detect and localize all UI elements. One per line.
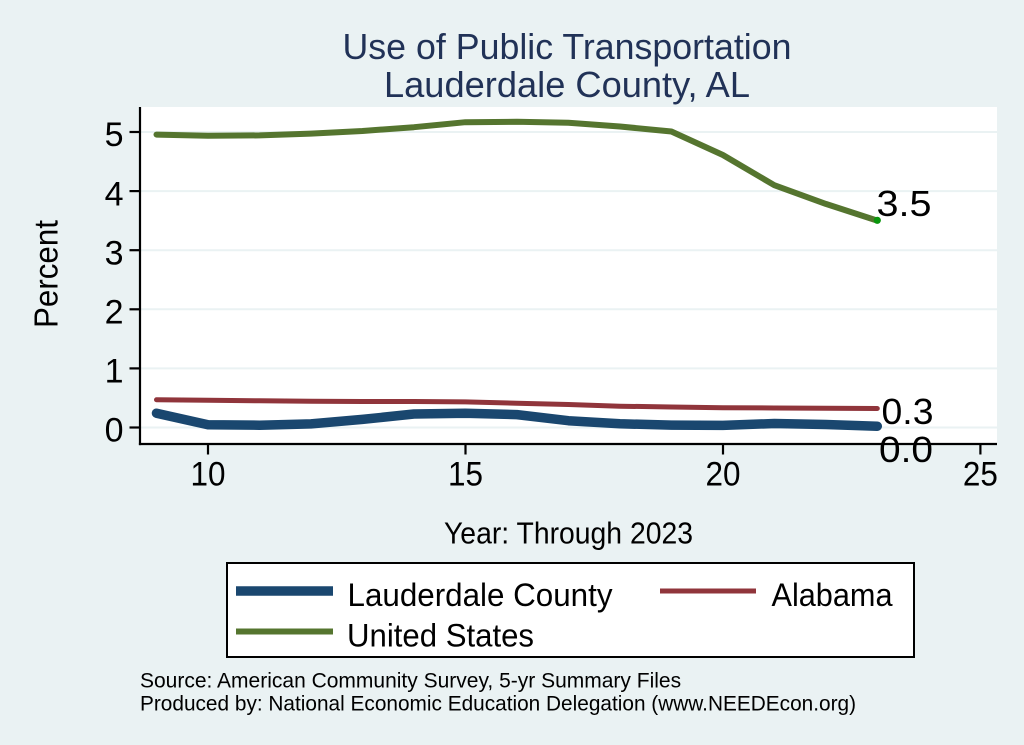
svg-text:3.5: 3.5	[877, 183, 932, 224]
svg-text:0.0: 0.0	[879, 429, 933, 470]
svg-text:0.3: 0.3	[882, 391, 934, 432]
svg-text:Use of Public Transportation: Use of Public Transportation	[343, 26, 792, 67]
svg-text:2: 2	[105, 294, 124, 332]
svg-text:20: 20	[706, 456, 741, 494]
svg-text:Alabama: Alabama	[772, 577, 893, 613]
svg-text:1: 1	[105, 353, 124, 391]
svg-text:Source: American Community Sur: Source: American Community Survey, 5-yr …	[140, 670, 681, 693]
svg-text:5: 5	[105, 116, 124, 154]
svg-text:10: 10	[191, 456, 226, 494]
svg-text:United States: United States	[347, 617, 534, 653]
svg-text:0: 0	[105, 412, 124, 450]
svg-text:Percent: Percent	[28, 220, 65, 328]
svg-text:25: 25	[963, 456, 998, 494]
svg-text:4: 4	[105, 175, 124, 213]
svg-text:3: 3	[105, 234, 124, 272]
svg-text:Year: Through 2023: Year: Through 2023	[444, 517, 693, 551]
svg-text:Produced by: National Economic: Produced by: National Economic Education…	[140, 693, 856, 716]
svg-text:Lauderdale County, AL: Lauderdale County, AL	[384, 64, 750, 105]
svg-text:Lauderdale County: Lauderdale County	[348, 577, 613, 613]
svg-text:15: 15	[448, 456, 483, 494]
